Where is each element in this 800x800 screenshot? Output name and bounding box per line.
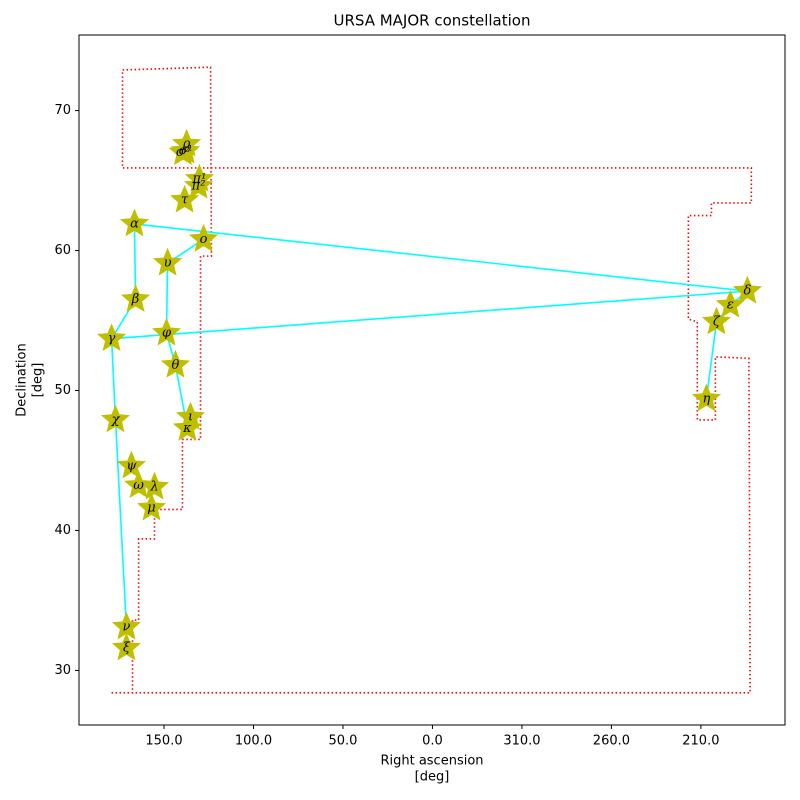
y-tick-label: 70 — [54, 103, 71, 118]
star-marker — [119, 208, 150, 237]
star-label: π¹ — [192, 172, 207, 187]
constellation-line — [134, 223, 748, 292]
star-marker — [183, 170, 214, 199]
star-marker — [168, 137, 198, 165]
constellation-line — [114, 419, 128, 628]
x-axis-label: [deg] — [415, 770, 450, 785]
star-label: ρ — [182, 137, 191, 152]
star-marker — [111, 632, 141, 661]
star-label: σ¹ — [179, 144, 193, 159]
star-marker — [691, 383, 722, 412]
star-label: χ — [111, 412, 121, 427]
y-axis-label: Declination — [15, 343, 30, 417]
star-label: ω — [133, 478, 144, 493]
star-label: γ — [108, 331, 116, 346]
star-label: η — [703, 391, 711, 406]
star-label: σ² — [176, 145, 190, 160]
star-label: μ — [147, 501, 155, 516]
x-tick-label: 0.0 — [422, 734, 443, 749]
star-marker — [188, 223, 219, 252]
y-tick-label: 30 — [54, 663, 71, 678]
star-marker — [151, 317, 182, 346]
star-marker — [97, 323, 127, 352]
star-label: υ — [164, 256, 172, 271]
star-label: ο — [200, 232, 208, 247]
star-marker — [116, 450, 147, 479]
star-label: δ — [744, 284, 752, 299]
y-axis-label: [deg] — [31, 363, 46, 398]
star-marker — [124, 470, 154, 499]
star-label: λ — [149, 480, 158, 495]
star-label: ψ — [126, 459, 137, 474]
y-tick-label: 50 — [54, 383, 71, 398]
star-label: ζ — [713, 314, 721, 329]
star-marker — [139, 471, 170, 500]
star-marker — [170, 184, 200, 213]
star-label: θ — [172, 358, 180, 373]
star-label: ε — [727, 298, 734, 313]
star-label: α — [130, 216, 139, 231]
star-label: κ — [182, 421, 192, 436]
x-tick-label: 150.0 — [145, 734, 182, 749]
x-tick-label: 260.0 — [593, 734, 630, 749]
star-marker — [715, 289, 745, 318]
x-tick-label: 310.0 — [503, 734, 540, 749]
star-label: φ — [162, 326, 172, 341]
star-label: τ — [181, 193, 189, 208]
star-label: β — [131, 292, 140, 307]
star-marker — [136, 492, 167, 521]
star-marker — [701, 306, 732, 335]
star-label: π² — [191, 179, 206, 194]
star-label: ι — [188, 410, 193, 425]
y-tick-label: 40 — [54, 523, 71, 538]
x-tick-label: 50.0 — [328, 734, 357, 749]
star-marker — [100, 404, 131, 433]
boundary — [111, 66, 753, 694]
star-marker — [153, 247, 183, 276]
constellation-line — [111, 290, 748, 340]
plot-frame — [78, 34, 786, 726]
x-axis-label: Right ascension — [380, 754, 483, 769]
star-marker — [172, 413, 203, 441]
star-label: ξ — [123, 641, 131, 656]
star-marker — [160, 349, 191, 378]
x-tick-label: 210.0 — [682, 734, 719, 749]
constellation-line — [705, 321, 718, 399]
x-tick-label: 100.0 — [235, 734, 272, 749]
chart-title: URSA MAJOR constellation — [334, 12, 531, 30]
y-tick-label: 60 — [54, 243, 71, 258]
star-marker — [732, 275, 762, 304]
star-marker — [120, 284, 151, 312]
star-label: ν — [122, 620, 130, 635]
